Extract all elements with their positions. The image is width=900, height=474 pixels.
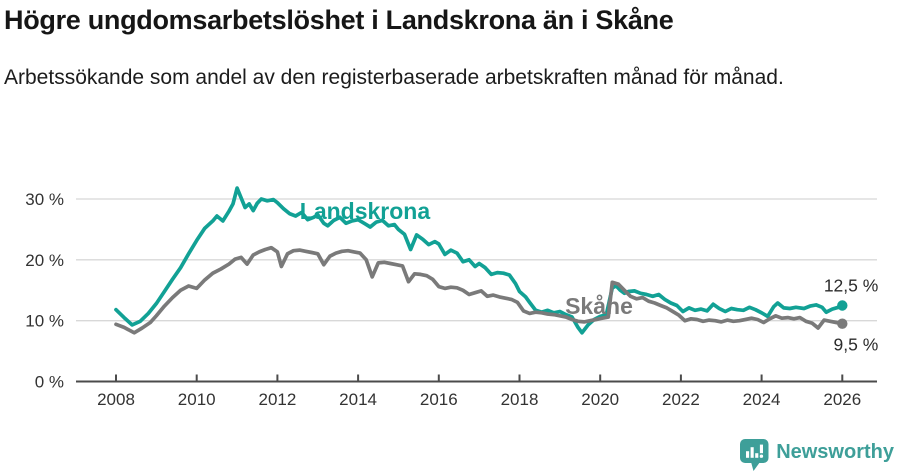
exclamation-dot — [759, 454, 764, 458]
series-value-label-landskrona: 12,5 % — [824, 275, 878, 295]
y-axis-label: 30 % — [25, 190, 64, 209]
y-axis-label: 0 % — [35, 373, 64, 392]
x-axis-label: 2018 — [501, 390, 539, 409]
series-line-skane — [114, 245, 845, 335]
x-axis-label: 2024 — [743, 390, 781, 409]
bar-3 — [755, 453, 759, 458]
x-axis-label: 2010 — [178, 390, 216, 409]
x-axis-label: 2008 — [97, 390, 135, 409]
x-axis-label: 2014 — [339, 390, 377, 409]
chart-title: Högre ungdomsarbetslöshet i Landskrona ä… — [4, 5, 674, 35]
bar-1 — [746, 451, 750, 458]
x-axis-label: 2016 — [420, 390, 458, 409]
bar-2 — [750, 447, 754, 458]
y-axis-label: 10 % — [25, 312, 64, 331]
x-axis-label: 2012 — [258, 390, 296, 409]
series-end-dot-landskrona — [837, 300, 848, 311]
series-line-landskrona — [114, 186, 845, 335]
chart-subtitle: Arbetssökande som andel av den registerb… — [4, 66, 784, 89]
newsworthy-logo: Newsworthy — [740, 439, 894, 471]
series-end-dot-skane — [837, 318, 848, 329]
exclamation-bar — [760, 444, 764, 454]
x-axis-label: 2026 — [823, 390, 861, 409]
newsworthy-logo-text: Newsworthy — [776, 441, 894, 463]
series-label-landskrona: Landskrona — [300, 198, 431, 224]
series-label-skane: Skåne — [565, 293, 633, 319]
series-value-label-skane: 9,5 % — [834, 335, 879, 355]
x-axis-label: 2022 — [662, 390, 700, 409]
newsworthy-logo-icon — [740, 439, 769, 471]
x-axis-label: 2020 — [581, 390, 619, 409]
speech-bubble-shape — [740, 439, 769, 471]
y-axis-label: 20 % — [25, 251, 64, 270]
